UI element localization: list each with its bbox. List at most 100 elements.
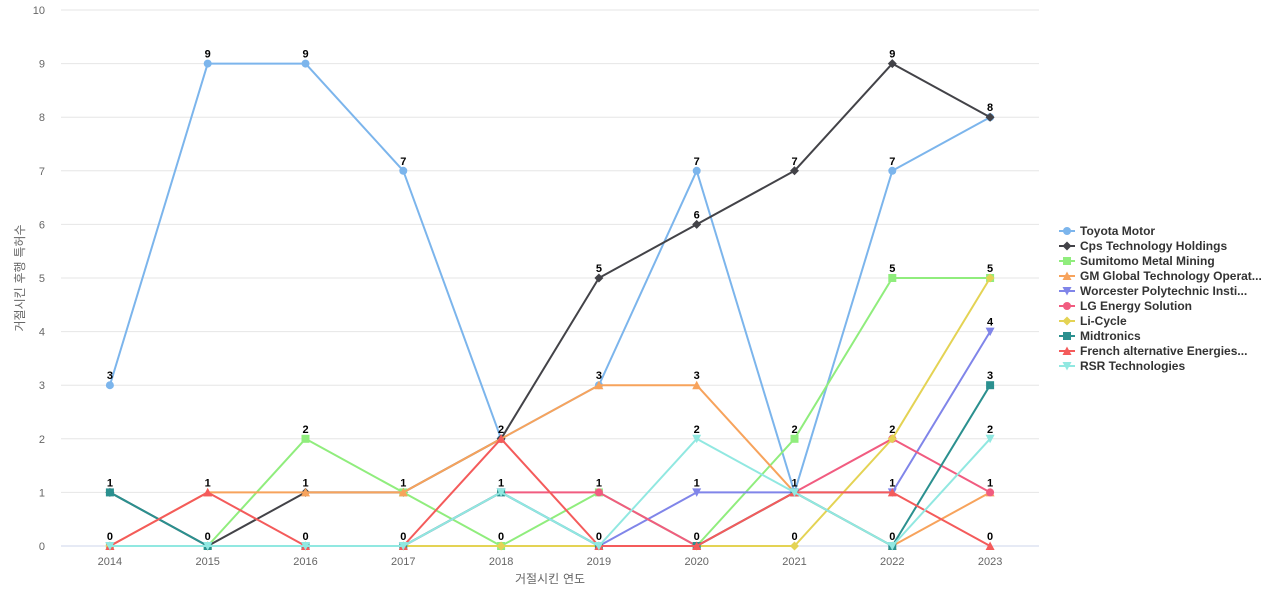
x-tick-label: 2016 (293, 556, 317, 568)
series-10 (105, 434, 995, 551)
x-tick-label: 2021 (782, 556, 806, 568)
y-tick-label: 0 (39, 541, 45, 553)
y-tick-label: 3 (39, 380, 45, 392)
data-point (692, 219, 702, 229)
legend-marker (1063, 227, 1071, 235)
series-line (109, 384, 991, 547)
y-tick-label: 1 (39, 487, 45, 499)
data-point (692, 166, 701, 175)
data-point (887, 542, 897, 551)
data-point (888, 274, 897, 282)
data-label: 0 (205, 531, 211, 543)
x-tick-label: 2017 (391, 556, 415, 568)
data-point (301, 59, 310, 68)
legend-marker (1062, 346, 1072, 355)
data-point (203, 487, 213, 497)
legend-marker (1062, 316, 1072, 326)
data-point (985, 327, 995, 337)
data-point (105, 381, 114, 390)
legend-item[interactable]: GM Global Technology Operat... (1059, 269, 1262, 283)
data-point (203, 542, 213, 551)
legend-label: LG Energy Solution (1080, 299, 1192, 313)
data-point (986, 488, 995, 497)
legend-item[interactable]: Midtronics (1059, 329, 1141, 343)
legend-item[interactable]: Cps Technology Holdings (1059, 239, 1227, 253)
legend-label: GM Global Technology Operat... (1080, 269, 1262, 283)
data-label: 0 (987, 531, 993, 543)
data-point (301, 542, 310, 551)
data-point (105, 542, 115, 551)
legend-marker (1062, 241, 1072, 251)
data-label: 5 (596, 263, 602, 275)
data-label: 0 (107, 531, 113, 543)
legend-label: Worcester Polytechnic Insti... (1080, 284, 1247, 298)
x-tick-label: 2020 (684, 556, 708, 568)
legend-marker (1063, 302, 1071, 310)
data-label: 0 (694, 531, 700, 543)
legend-label: Cps Technology Holdings (1080, 239, 1227, 253)
series-line (109, 437, 991, 547)
data-label: 1 (302, 477, 308, 489)
data-point (790, 541, 799, 551)
data-point (301, 487, 310, 497)
data-point (692, 541, 702, 550)
data-point (985, 112, 995, 122)
data-label: 0 (302, 531, 308, 543)
legend-item[interactable]: Worcester Polytechnic Insti... (1059, 284, 1247, 298)
x-axis-title: 거절시킨 연도 (515, 572, 585, 586)
legend-item[interactable]: Sumitomo Metal Mining (1059, 254, 1215, 268)
data-point (496, 488, 506, 497)
series-2 (105, 59, 995, 551)
series-lines (105, 59, 995, 551)
data-point (790, 166, 799, 176)
legend-item[interactable]: RSR Technologies (1059, 359, 1185, 373)
data-point (887, 434, 897, 444)
data-label: 0 (498, 531, 504, 543)
data-label: 5 (889, 263, 895, 275)
legend-label: Li-Cycle (1080, 314, 1127, 328)
data-label: 0 (889, 531, 895, 543)
y-tick-label: 4 (39, 327, 45, 339)
data-label: 0 (791, 531, 797, 543)
data-label: 0 (596, 531, 602, 543)
data-label: 3 (987, 370, 993, 382)
data-label: 2 (694, 424, 700, 436)
data-point (985, 273, 995, 283)
y-tick-label: 6 (39, 219, 45, 231)
data-point (986, 381, 995, 390)
data-label: 1 (694, 477, 700, 489)
legend-marker (1062, 271, 1072, 280)
data-point (594, 380, 604, 390)
data-point (398, 542, 408, 551)
data-label: 2 (987, 424, 993, 436)
x-tick-label: 2019 (587, 556, 611, 568)
legend-marker (1063, 332, 1071, 340)
data-label: 4 (987, 317, 994, 329)
data-label: 7 (791, 156, 797, 168)
legend-item[interactable]: French alternative Energies... (1059, 344, 1247, 358)
series-line (109, 384, 991, 547)
data-point (203, 59, 212, 68)
data-label: 2 (791, 424, 797, 436)
legend-item[interactable]: Toyota Motor (1059, 224, 1155, 238)
data-point (887, 59, 897, 69)
data-label: 1 (205, 477, 211, 489)
y-tick-label: 8 (39, 112, 45, 124)
legend-marker (1063, 257, 1071, 265)
x-tick-label: 2018 (489, 556, 513, 568)
data-point (496, 434, 506, 443)
data-point (985, 541, 995, 550)
data-label: 1 (107, 477, 113, 489)
data-label: 0 (400, 531, 406, 543)
data-point (790, 434, 799, 443)
data-point (790, 488, 799, 497)
legend-item[interactable]: Li-Cycle (1059, 314, 1127, 328)
data-label: 2 (889, 424, 895, 436)
data-label: 8 (987, 102, 993, 114)
data-point (594, 488, 603, 497)
data-label: 5 (987, 263, 993, 275)
data-label: 9 (302, 49, 308, 61)
legend-item[interactable]: LG Energy Solution (1059, 299, 1192, 313)
